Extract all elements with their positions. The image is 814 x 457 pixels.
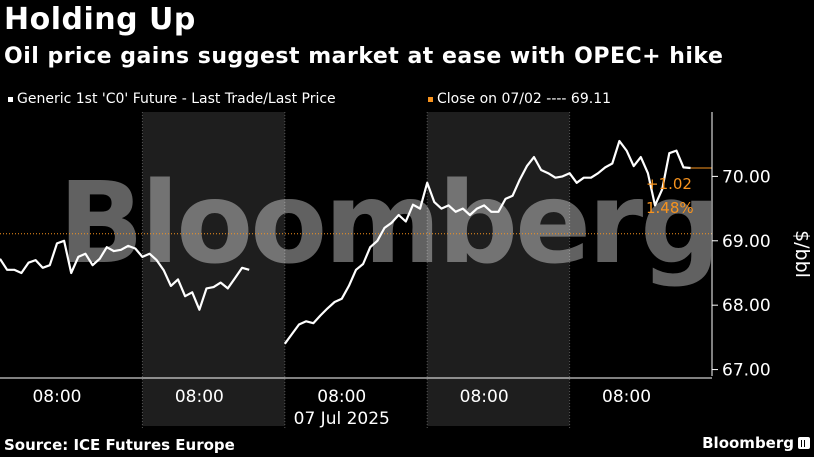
series-line-segment-1 [283, 139, 691, 345]
x-tick-label-2: 08:00 [317, 387, 366, 407]
source-note: Source: ICE Futures Europe [4, 436, 235, 454]
y-tick-label-3: 70.00 [722, 167, 771, 187]
watermark: Bloomberg [59, 159, 718, 289]
legend-entry-series: Generic 1st 'C0' Future - Last Trade/Las… [8, 91, 336, 107]
x-tick-label-4: 08:00 [602, 387, 651, 407]
y-tick-label-0: 67.00 [722, 361, 771, 381]
series-line-segment-0 [0, 239, 250, 311]
x-tick-label-1: 08:00 [175, 387, 224, 407]
brand-mark: Bloomberg [702, 434, 810, 452]
legend-swatch-close [428, 96, 433, 102]
bloomberg-logo-icon [798, 437, 810, 449]
legend-swatch-series [8, 96, 13, 102]
shaded-session-0 [142, 112, 285, 426]
change-percent-label: 1.48% [646, 199, 694, 217]
x-tick-label-3: 08:00 [460, 387, 509, 407]
brand-text: Bloomberg [702, 434, 794, 452]
chart-title: Holding Up [4, 2, 196, 37]
x-date-label: 07 Jul 2025 [294, 409, 390, 429]
shaded-session-1 [427, 112, 570, 426]
y-tick-label-2: 69.00 [722, 232, 771, 252]
chart-subtitle: Oil price gains suggest market at ease w… [4, 44, 724, 69]
y-tick-label-1: 68.00 [722, 296, 771, 316]
change-absolute-label: +1.02 [646, 175, 692, 193]
y-axis-label: $/bbl [791, 230, 813, 278]
legend-entry-close: Close on 07/02 ---- 69.11 [428, 91, 611, 107]
x-tick-label-0: 08:00 [32, 387, 81, 407]
legend-label-close: Close on 07/02 ---- 69.11 [437, 91, 612, 107]
legend-label-series: Generic 1st 'C0' Future - Last Trade/Las… [17, 91, 336, 107]
